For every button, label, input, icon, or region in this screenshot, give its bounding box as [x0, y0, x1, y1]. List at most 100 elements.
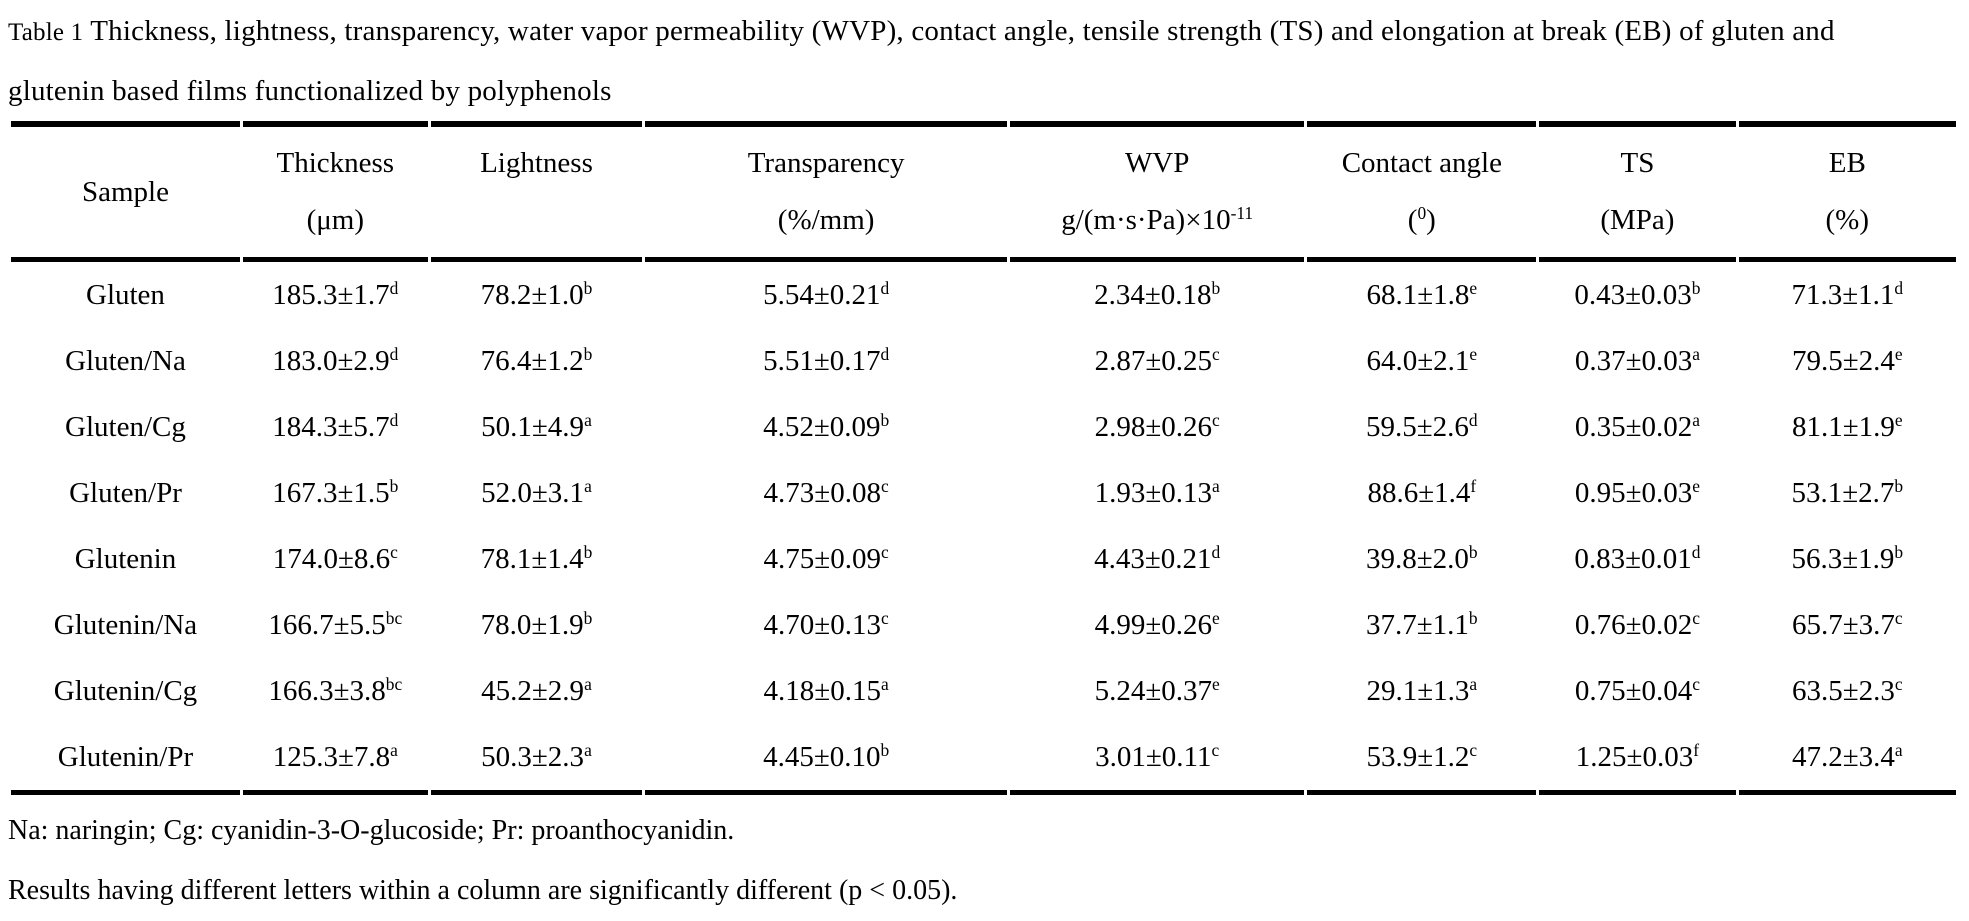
cell-value: 4.52±0.09 [763, 410, 881, 443]
cell-value: 185.3±1.7 [272, 278, 390, 311]
ts-cell: 0.35±0.02a [1539, 394, 1735, 460]
header-label: Transparency [747, 147, 905, 179]
sample-cell: Gluten/Cg [11, 394, 240, 460]
cell-value: 4.43±0.21 [1094, 542, 1212, 575]
lightness-cell: 50.3±2.3a [430, 724, 643, 795]
cell-superscript: c [880, 475, 889, 496]
cell-superscript: b [1691, 277, 1701, 298]
column-header-contact-angle: Contact angle (0) [1307, 121, 1537, 262]
column-header-lightness: Lightness [430, 121, 643, 262]
lightness-cell: 78.0±1.9b [431, 592, 643, 658]
ts-cell: 0.37±0.03a [1539, 328, 1735, 394]
cell-value: 1.25±0.03 [1575, 740, 1694, 773]
caption-line2: glutenin based films functionalized by p… [8, 75, 612, 107]
header-unit [431, 192, 643, 249]
header-unit: (0) [1307, 192, 1536, 249]
cell-superscript: b [583, 541, 593, 562]
eb-cell: 47.2±3.4a [1738, 724, 1956, 795]
sample-cell: Gluten/Na [11, 328, 240, 394]
cell-superscript: b [389, 475, 399, 496]
cell-superscript: b [1894, 475, 1904, 496]
cell-value: Glutenin/Cg [53, 674, 198, 707]
cell-value: Gluten [86, 278, 165, 311]
cell-value: 5.54±0.21 [763, 278, 881, 311]
cell-superscript: c [1211, 739, 1220, 760]
wvp-cell: 2.34±0.18b [1010, 262, 1304, 328]
cell-value: 166.3±3.8 [268, 674, 386, 707]
cell-superscript: d [389, 409, 399, 430]
cell-superscript: c [390, 541, 398, 562]
column-header-ts: TS (MPa) [1539, 121, 1736, 262]
cell-superscript: a [584, 409, 592, 430]
ts-cell: 1.25±0.03f [1539, 724, 1736, 795]
cell-value: 37.7±1.1 [1366, 608, 1469, 641]
cell-superscript: a [584, 739, 592, 760]
cell-value: 56.3±1.9 [1791, 542, 1895, 575]
cell-superscript: a [1692, 343, 1700, 364]
thickness-cell: 185.3±1.7d [243, 262, 428, 328]
cell-superscript: a [1212, 475, 1220, 496]
cell-superscript: d [1894, 277, 1904, 298]
cell-superscript: a [1692, 409, 1700, 430]
unit-text: (μm) [306, 204, 365, 236]
contact-angle-cell: 29.1±1.3a [1307, 658, 1536, 724]
thickness-cell: 166.3±3.8bc [243, 658, 428, 724]
cell-superscript: c [1212, 343, 1220, 364]
table-row: Glutenin/Na 166.7±5.5bc 78.0±1.9b 4.70±0… [11, 592, 1956, 658]
header-label: Sample [81, 175, 169, 208]
header-unit: (μm) [243, 192, 428, 249]
wvp-cell: 1.93±0.13a [1010, 460, 1304, 526]
cell-value: 167.3±1.5 [272, 476, 390, 509]
cell-value: 3.01±0.11 [1095, 740, 1212, 773]
table-row: Glutenin/Pr 125.3±7.8a 50.3±2.3a 4.45±0.… [11, 724, 1956, 795]
cell-superscript: a [390, 739, 398, 760]
cell-value: 52.0±3.1 [481, 476, 585, 509]
wvp-cell: 3.01±0.11c [1009, 724, 1305, 795]
unit-text: ) [1426, 204, 1436, 236]
cell-value: 78.2±1.0 [480, 278, 584, 311]
cell-value: 76.4±1.2 [480, 344, 584, 377]
cell-value: Glutenin [74, 542, 177, 575]
cell-superscript: c [1692, 673, 1700, 694]
eb-cell: 56.3±1.9b [1739, 526, 1956, 592]
cell-value: 2.34±0.18 [1094, 278, 1212, 311]
cell-superscript: d [880, 343, 890, 364]
cell-value: Glutenin/Pr [57, 740, 194, 773]
cell-superscript: b [880, 739, 890, 760]
cell-superscript: a [1894, 739, 1903, 760]
thickness-cell: 184.3±5.7d [243, 394, 428, 460]
table-number-label: Table 1 [8, 19, 84, 46]
wvp-cell: 5.24±0.37e [1010, 658, 1304, 724]
cell-value: 0.76±0.02 [1574, 608, 1693, 641]
ts-cell: 0.83±0.01d [1539, 526, 1735, 592]
ts-cell: 0.95±0.03e [1539, 460, 1735, 526]
cell-value: 4.45±0.10 [763, 740, 881, 773]
cell-value: 0.43±0.03 [1574, 278, 1692, 311]
ts-cell: 0.43±0.03b [1539, 262, 1735, 328]
column-header-thickness: Thickness (μm) [242, 121, 428, 262]
eb-cell: 79.5±2.4e [1739, 328, 1956, 394]
cell-value: Glutenin/Na [53, 608, 198, 641]
thickness-cell: 167.3±1.5b [243, 460, 428, 526]
cell-superscript: e [1469, 343, 1478, 364]
lightness-cell: 45.2±2.9a [431, 658, 643, 724]
cell-value: 125.3±7.8 [272, 740, 391, 773]
cell-value: 0.75±0.04 [1574, 674, 1693, 707]
cell-superscript: c [1894, 673, 1903, 694]
header-label: WVP [1124, 147, 1190, 179]
table-caption: Table 1 Thickness, lightness, transparen… [8, 2, 1959, 120]
sample-cell: Glutenin/Na [11, 592, 240, 658]
cell-value: 4.75±0.09 [763, 542, 881, 575]
cell-value: 0.35±0.02 [1574, 410, 1693, 443]
cell-value: Gluten/Pr [69, 476, 182, 509]
cell-superscript: b [1894, 541, 1904, 562]
cell-superscript: a [880, 673, 889, 694]
cell-value: 2.87±0.25 [1094, 344, 1212, 377]
cell-value: 4.73±0.08 [763, 476, 881, 509]
lightness-cell: 78.1±1.4b [431, 526, 643, 592]
unit-text: (%/mm) [777, 204, 875, 236]
table-body: Gluten 185.3±1.7d 78.2±1.0b 5.54±0.21d 2… [11, 262, 1956, 795]
cell-value: 184.3±5.7 [272, 410, 390, 443]
header-label: Thickness [276, 147, 395, 179]
cell-value: 4.70±0.13 [763, 608, 881, 641]
